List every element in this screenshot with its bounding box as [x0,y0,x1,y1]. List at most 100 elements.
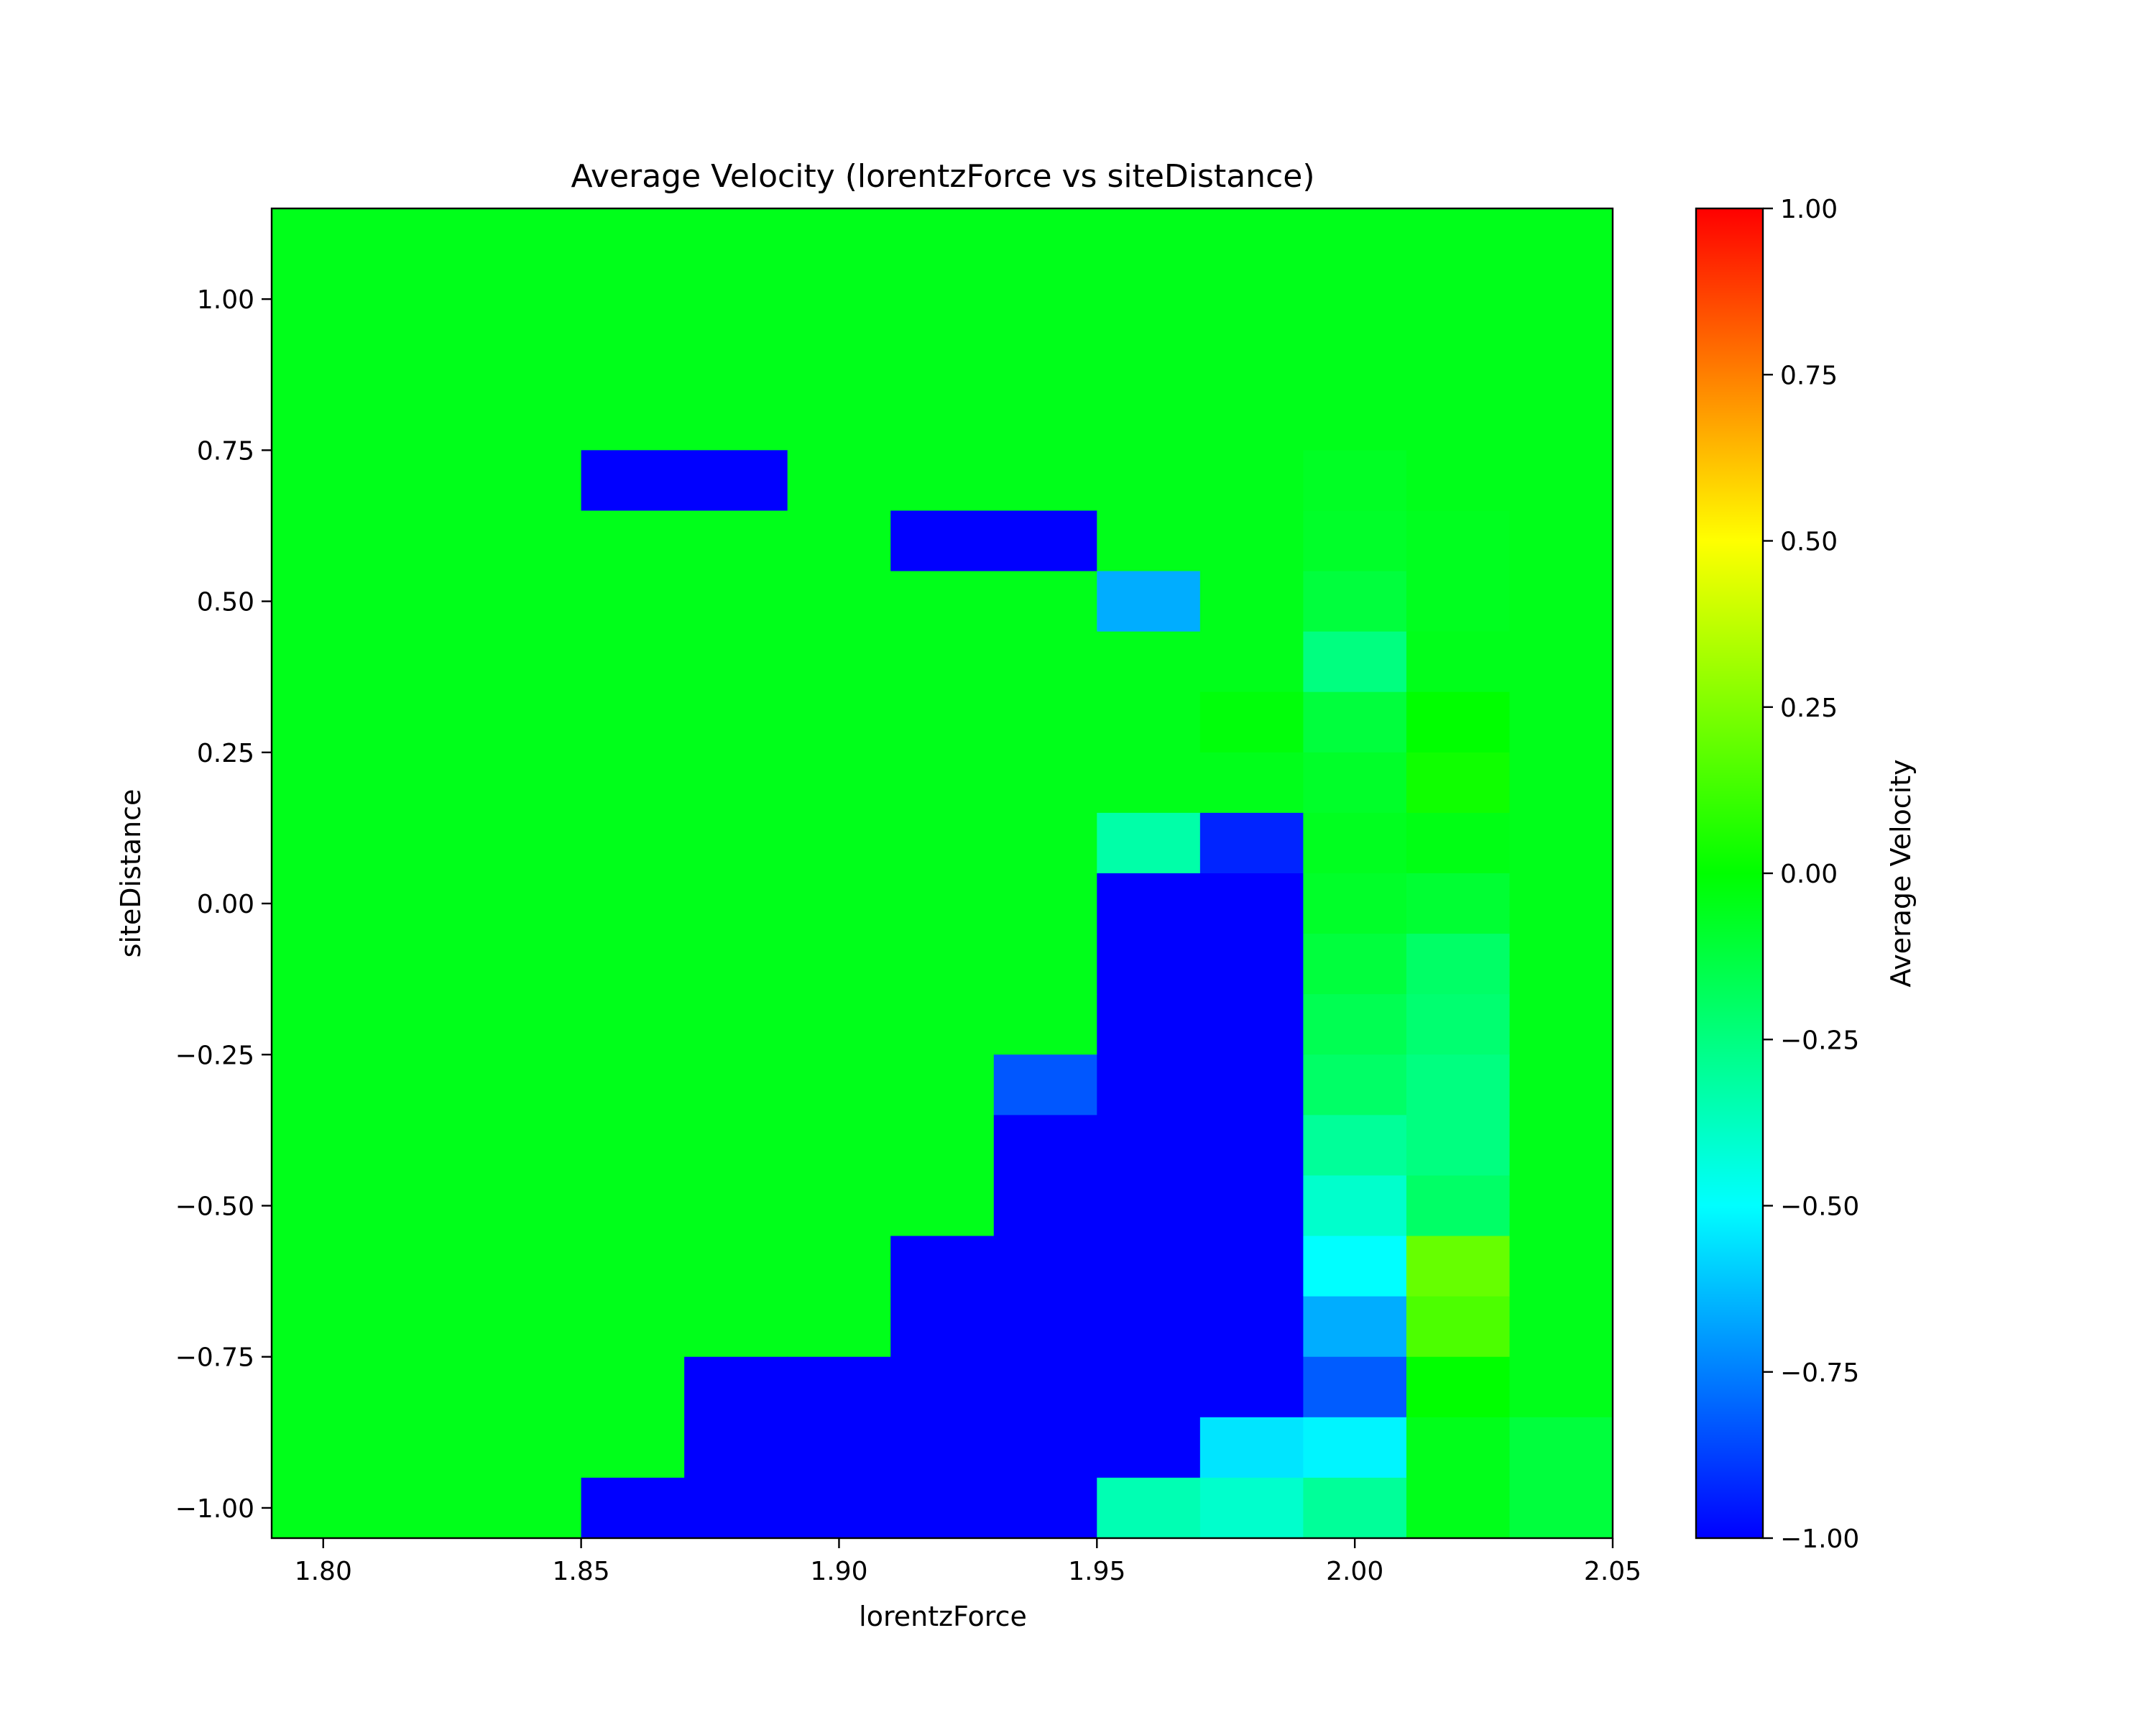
heatmap-cell [272,450,376,512]
heatmap-cell [1199,1236,1304,1297]
heatmap-cell [272,269,376,330]
heatmap-cell [1199,752,1304,814]
heatmap-cell [1406,1115,1511,1177]
heatmap-cell [787,571,891,632]
heatmap-cell [1097,510,1201,572]
heatmap-cell [1303,752,1407,814]
heatmap-cell [272,1296,376,1358]
colorbar-tick-label: 0.75 [1780,361,1838,390]
heatmap-cell [1199,1477,1304,1539]
heatmap-cell [993,1054,1097,1116]
heatmap-cell [890,269,995,330]
heatmap-cell [1097,329,1201,390]
heatmap-cell [272,1054,376,1116]
heatmap-cell [1097,691,1201,753]
heatmap-cell [1303,208,1407,270]
heatmap-cell [1509,510,1613,572]
heatmap-cell [374,1115,479,1177]
heatmap-cell [787,329,891,390]
heatmap-cell [993,450,1097,512]
heatmap-cell [581,994,685,1055]
heatmap-cell [993,873,1097,934]
heatmap-cell [993,1417,1097,1478]
heatmap-cell [581,208,685,270]
heatmap-cell [478,1356,582,1418]
heatmap-cell [1406,1236,1511,1297]
heatmap-cell [1509,1175,1613,1237]
heatmap-cell [1303,873,1407,934]
colorbar-ticks: −1.00 −0.75 −0.50 −0.25 0.00 0.25 0.50 0.75 1.00 [1763,195,1859,1554]
heatmap-cell [1406,812,1511,874]
heatmap-cell [1199,812,1304,874]
heatmap-cell [890,390,995,451]
y-tick-label: −0.25 [175,1041,254,1070]
heatmap-cell [374,329,479,390]
heatmap-cell [272,631,376,693]
heatmap-cell [581,1356,685,1418]
heatmap-cell [1406,873,1511,934]
colorbar-tick-label: −0.25 [1780,1026,1859,1055]
heatmap-cell [1406,1477,1511,1539]
heatmap-cell [581,329,685,390]
heatmap-cell [581,812,685,874]
heatmap-cell [890,1236,995,1297]
heatmap-cell [478,269,582,330]
heatmap-cell [1303,1296,1407,1358]
y-tick-label: 0.00 [197,890,254,919]
heatmap-cell [581,1296,685,1358]
heatmap-cell [787,1356,891,1418]
heatmap-cell [1199,510,1304,572]
heatmap-cell [1303,571,1407,632]
heatmap-cell [1199,934,1304,995]
heatmap-cell [374,1417,479,1478]
heatmap-cell [1303,1477,1407,1539]
heatmap-cell [1303,631,1407,693]
colorbar-tick-label: 0.50 [1780,528,1838,557]
heatmap-cell [1303,1115,1407,1177]
y-tick-label: −1.00 [175,1494,254,1524]
colorbar-tick-label: −1.00 [1780,1524,1859,1554]
heatmap-cell [581,1054,685,1116]
heatmap-cell [478,631,582,693]
colorbar-tick-label: 0.00 [1780,860,1838,889]
heatmap-cell [684,510,788,572]
heatmap-cell [993,571,1097,632]
y-axis: −1.00 −0.75 −0.50 −0.25 0.00 0.25 0.50 0.75 1.00 [175,285,272,1524]
heatmap-cell [787,450,891,512]
x-axis-label: lorentzForce [859,1601,1027,1632]
y-tick-label: 0.25 [197,739,254,768]
heatmap-cell [1097,934,1201,995]
heatmap-cell [581,1417,685,1478]
heatmap-cell [272,1477,376,1539]
heatmap-cell [478,873,582,934]
heatmap-cell [787,1236,891,1297]
heatmap-cell [374,994,479,1055]
heatmap-cell [1199,873,1304,934]
heatmap-cell [581,934,685,995]
heatmap-cell [581,1236,685,1297]
heatmap-cell [478,329,582,390]
heatmap-cell [684,994,788,1055]
heatmap-cell [272,994,376,1055]
heatmap-cell [993,1236,1097,1297]
heatmap-cell [1097,631,1201,693]
heatmap-cell [1303,691,1407,753]
heatmap-cell [993,691,1097,753]
heatmap-cell [890,1054,995,1116]
heatmap-cell [1509,1236,1613,1297]
heatmap-cell [1406,208,1511,270]
heatmap-cell [1097,269,1201,330]
x-tick-label: 2.05 [1584,1557,1641,1586]
heatmap-cell [478,1417,582,1478]
heatmap-cell [684,571,788,632]
y-tick-label: −0.75 [175,1343,254,1373]
heatmap-cell [581,510,685,572]
heatmap-cell [890,812,995,874]
heatmap-cell [1199,994,1304,1055]
heatmap-cell [1509,571,1613,632]
heatmap-cell [993,812,1097,874]
heatmap-cell [1303,269,1407,330]
heatmap-cell [374,1175,479,1237]
heatmap-cell [478,994,582,1055]
